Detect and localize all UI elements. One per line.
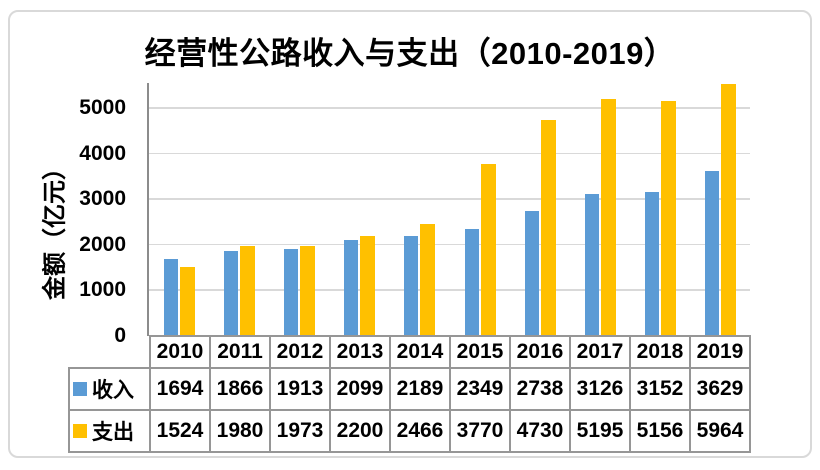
- bar-income-2017: [584, 193, 599, 336]
- gridline: [149, 152, 750, 155]
- value-cell: 5156: [629, 409, 691, 453]
- year-header-cell: 2015: [449, 335, 511, 369]
- year-header-cell: 2017: [569, 335, 631, 369]
- y-tick-label: 1000: [79, 278, 126, 302]
- chart-title: 经营性公路收入与支出（2010-2019）: [144, 36, 676, 71]
- value-cell: 2099: [329, 367, 391, 411]
- year-header-cell: 2011: [209, 335, 271, 369]
- value-cell: 2200: [329, 409, 391, 453]
- bar-group-2019: [690, 84, 750, 336]
- year-header-cell: 2013: [329, 335, 391, 369]
- y-tick-label: 5000: [79, 96, 126, 120]
- value-cell: 2349: [449, 367, 511, 411]
- bar-group-2016: [510, 84, 570, 336]
- year-header-cell: 2012: [269, 335, 331, 369]
- series-name: 收入: [92, 379, 134, 402]
- bar-group-2015: [449, 84, 509, 336]
- data-table: 2010 2011 2012 2013 2014 2015 2016 2017 2018 2019…: [68, 335, 751, 453]
- bar-income-2013: [344, 240, 359, 336]
- bar-expense-2014: [420, 223, 436, 336]
- year-header-cell: 2019: [689, 335, 751, 369]
- value-cell: 3152: [629, 367, 691, 411]
- bar-group-2018: [630, 84, 690, 336]
- table-row-expense: 支出 1524 1980 1973 2200 2466 3770 4730 5195 5156 59…: [68, 409, 751, 453]
- bar-expense-2011: [240, 245, 256, 336]
- value-cell: 1866: [209, 367, 271, 411]
- legend-swatch-income-icon: [73, 382, 87, 396]
- bar-groups: [149, 84, 750, 336]
- bar-expense-2019: [720, 84, 736, 336]
- year-header-cell: 2016: [509, 335, 571, 369]
- bar-expense-2012: [300, 246, 316, 336]
- bar-income-2011: [224, 250, 239, 336]
- table-row-income: 收入 1694 1866 1913 2099 2189 2349 2738 3126 3152 36…: [68, 367, 751, 411]
- bar-expense-2015: [480, 164, 496, 336]
- y-axis-line: [147, 83, 149, 336]
- year-header-cell: 2014: [389, 335, 451, 369]
- value-cell: 1973: [269, 409, 331, 453]
- value-cell: 3629: [689, 367, 751, 411]
- y-tick-label: 3000: [79, 187, 126, 211]
- plot-area: [149, 84, 750, 336]
- value-cell: 5195: [569, 409, 631, 453]
- value-cell: 1524: [149, 409, 211, 453]
- value-cell: 2189: [389, 367, 451, 411]
- value-cell: 1913: [269, 367, 331, 411]
- bar-group-2010: [149, 84, 209, 336]
- y-tick-label: 4000: [79, 141, 126, 165]
- value-cell: 4730: [509, 409, 571, 453]
- bar-group-2012: [269, 84, 329, 336]
- bar-income-2015: [464, 228, 479, 336]
- bar-income-2012: [284, 248, 299, 336]
- bar-expense-2018: [660, 101, 676, 336]
- bar-expense-2013: [360, 235, 376, 336]
- legend-swatch-expense-icon: [73, 424, 87, 438]
- bar-group-2014: [389, 84, 449, 336]
- bar-group-2013: [329, 84, 389, 336]
- gridline: [149, 289, 750, 291]
- y-tick-label: 2000: [79, 232, 126, 256]
- row-label-expense: 支出: [68, 409, 151, 453]
- value-cell: 2466: [389, 409, 451, 453]
- year-header-cell: 2018: [629, 335, 691, 369]
- gridline: [149, 107, 750, 109]
- value-cell: 5964: [689, 409, 751, 453]
- bar-income-2016: [524, 211, 539, 336]
- bar-income-2014: [404, 236, 419, 336]
- bar-group-2011: [209, 84, 269, 336]
- value-cell: 3126: [569, 367, 631, 411]
- row-label-income: 收入: [68, 367, 151, 411]
- bar-expense-2017: [600, 99, 616, 336]
- year-header-cell: 2010: [149, 335, 211, 369]
- value-cell: 1694: [149, 367, 211, 411]
- y-tick-label: 0: [114, 324, 126, 347]
- series-name: 支出: [92, 421, 134, 444]
- bar-income-2018: [644, 192, 659, 336]
- value-cell: 3770: [449, 409, 511, 453]
- bar-expense-2016: [540, 120, 556, 336]
- value-cell: 2738: [509, 367, 571, 411]
- table-corner-cell: [69, 336, 150, 368]
- value-cell: 1980: [209, 409, 271, 453]
- bar-income-2010: [164, 258, 179, 336]
- gridline: [149, 243, 750, 246]
- gridline: [149, 198, 750, 200]
- bar-income-2019: [704, 170, 719, 336]
- bar-expense-2010: [180, 266, 196, 336]
- bar-group-2017: [570, 84, 630, 336]
